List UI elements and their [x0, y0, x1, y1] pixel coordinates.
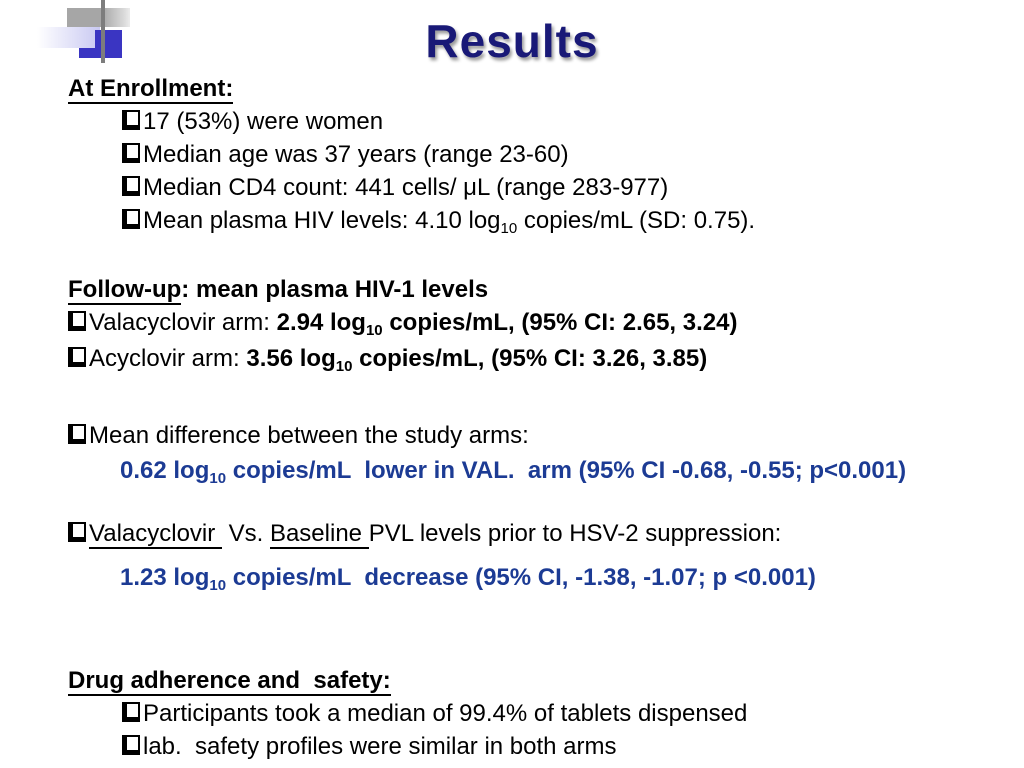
log-subscript: 10	[209, 470, 227, 487]
comparison-valacyclovir: Valacyclovir	[89, 520, 222, 549]
comparison-baseline: Baseline	[269, 520, 369, 549]
checkbox-bullet-icon	[122, 209, 140, 229]
checkbox-bullet-icon	[68, 424, 86, 444]
followup-acyclovir-arm: Acyclovir arm: 3.56 log10 copies/mL, (95…	[68, 342, 1014, 378]
slide-title: Results	[425, 15, 599, 67]
checkbox-bullet-icon	[122, 702, 140, 722]
drug-item-adherence: Participants took a median of 99.4% of t…	[68, 697, 1014, 730]
checkbox-bullet-icon	[68, 522, 86, 542]
drug-heading: Drug adherence and safety:	[68, 664, 1014, 697]
enrollment-item-age-text: Median age was 37 years (range 23-60)	[143, 141, 569, 168]
followup-heading: Follow-up: mean plasma HIV-1 levels	[68, 273, 1014, 306]
comparison-stat-post: copies/mL decrease (95% CI, -1.38, -1.07…	[226, 564, 816, 591]
drug-item-safety: lab. safety profiles were similar in bot…	[68, 730, 1014, 763]
enrollment-item-hiv-post: copies/mL (SD: 0.75).	[517, 207, 756, 234]
comparison-line: Valacyclovir Vs. Baseline PVL levels pri…	[68, 517, 1014, 550]
log-subscript: 10	[500, 220, 518, 237]
enrollment-heading-text: At Enrollment:	[68, 75, 234, 104]
followup-valacyclovir-arm: Valacyclovir arm: 2.94 log10 copies/mL, …	[68, 306, 1014, 342]
slide-body: At Enrollment: 17 (53%) were women Media…	[68, 72, 1014, 763]
comparison-stat-pre: 1.23 log	[120, 564, 210, 591]
acyclovir-arm-stat-pre: 3.56 log	[246, 345, 336, 372]
decoration-blue-square-foot	[79, 48, 95, 58]
enrollment-item-hiv-pre: Mean plasma HIV levels: 4.10 log	[143, 207, 501, 234]
valacyclovir-arm-label: Valacyclovir arm:	[89, 309, 277, 336]
followup-heading-rest: : mean plasma HIV-1 levels	[181, 276, 489, 303]
enrollment-item-hiv: Mean plasma HIV levels: 4.10 log10 copie…	[68, 204, 1014, 240]
mean-difference-label: Mean difference between the study arms:	[89, 422, 529, 449]
mean-difference-stat-post: copies/mL lower in VAL. arm (95% CI -0.6…	[226, 457, 907, 484]
checkbox-bullet-icon	[122, 735, 140, 755]
comparison-stat-line: 1.23 log10 copies/mL decrease (95% CI, -…	[68, 561, 1014, 597]
decoration-blue-square	[95, 30, 122, 58]
checkbox-bullet-icon	[68, 347, 86, 367]
enrollment-item-age: Median age was 37 years (range 23-60)	[68, 138, 1014, 171]
enrollment-item-cd4: Median CD4 count: 441 cells/ μL (range 2…	[68, 171, 1014, 204]
decoration-vertical-line	[101, 0, 105, 63]
decoration-lavender-box	[37, 27, 100, 48]
drug-heading-text: Drug adherence and safety:	[68, 667, 391, 696]
mean-difference-label-line: Mean difference between the study arms:	[68, 419, 1014, 452]
decoration-gray-box	[67, 8, 130, 27]
comparison-rest: PVL levels prior to HSV-2 suppression:	[368, 520, 782, 547]
mean-difference-stat-line: 0.62 log10 copies/mL lower in VAL. arm (…	[68, 454, 1014, 490]
enrollment-item-cd4-text: Median CD4 count: 441 cells/ μL (range 2…	[143, 174, 669, 201]
log-subscript: 10	[209, 577, 227, 594]
checkbox-bullet-icon	[122, 143, 140, 163]
checkbox-bullet-icon	[122, 110, 140, 130]
enrollment-item-women: 17 (53%) were women	[68, 105, 1014, 138]
log-subscript: 10	[365, 322, 383, 339]
followup-heading-underlined: Follow-up	[68, 276, 182, 305]
acyclovir-arm-stat-post: copies/mL, (95% CI: 3.26, 3.85)	[352, 345, 708, 372]
valacyclovir-arm-stat-post: copies/mL, (95% CI: 2.65, 3.24)	[382, 309, 738, 336]
drug-item-adherence-text: Participants took a median of 99.4% of t…	[143, 700, 748, 727]
checkbox-bullet-icon	[122, 176, 140, 196]
mean-difference-stat-pre: 0.62 log	[120, 457, 210, 484]
valacyclovir-arm-stat-pre: 2.94 log	[276, 309, 366, 336]
log-subscript: 10	[335, 358, 353, 375]
enrollment-heading: At Enrollment:	[68, 72, 1014, 105]
acyclovir-arm-label: Acyclovir arm:	[89, 345, 247, 372]
comparison-vs: Vs.	[221, 520, 270, 547]
checkbox-bullet-icon	[68, 311, 86, 331]
drug-item-safety-text: lab. safety profiles were similar in bot…	[143, 733, 617, 760]
enrollment-item-women-text: 17 (53%) were women	[143, 108, 384, 135]
